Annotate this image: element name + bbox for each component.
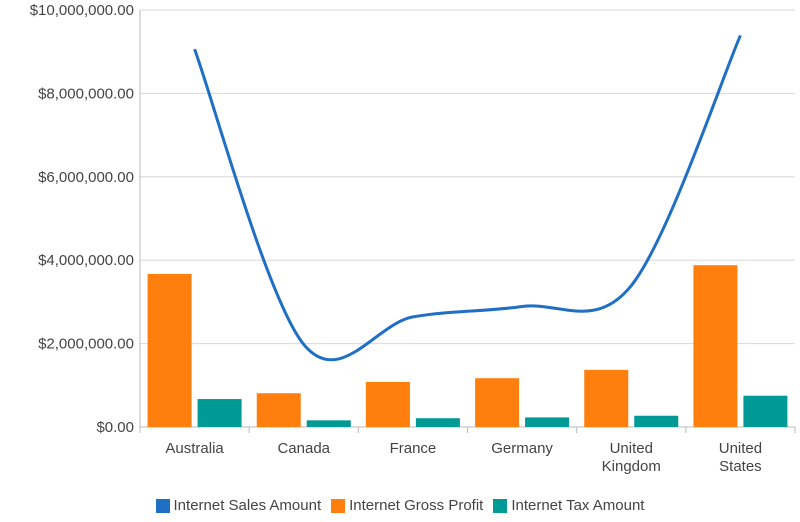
bar-internet-tax-amount: [743, 395, 788, 427]
x-tick-label-line: Canada: [277, 440, 330, 457]
bar-internet-tax-amount: [415, 418, 460, 427]
legend-item-profit[interactable]: Internet Gross Profit: [331, 497, 483, 514]
x-tick-label-line: France: [390, 440, 437, 457]
x-tick-label-line: Australia: [165, 440, 224, 457]
legend-swatch-sales: [155, 498, 170, 513]
x-tick-label: France: [390, 440, 437, 457]
bar-internet-tax-amount: [634, 415, 679, 427]
y-tick-label: $4,000,000.00: [38, 252, 134, 269]
chart: $0.00 $2,000,000.00 $4,000,000.00 $6,000,00…: [30, 2, 796, 475]
legend-item-tax[interactable]: Internet Tax Amount: [493, 497, 644, 514]
legend-label-profit: Internet Gross Profit: [349, 497, 484, 514]
x-tick-label: Canada: [277, 440, 330, 457]
bar-internet-tax-amount: [525, 417, 570, 427]
y-tick-label: $10,000,000.00: [30, 2, 134, 19]
bar-internet-gross-profit: [365, 381, 410, 427]
legend: Internet Sales Amount Internet Gross Pro…: [0, 497, 800, 514]
y-tick-label: $2,000,000.00: [38, 336, 134, 353]
legend-label-tax: Internet Tax Amount: [511, 497, 645, 514]
y-tick-label: $8,000,000.00: [38, 85, 134, 102]
x-tick-label-line: States: [719, 458, 762, 475]
legend-item-sales[interactable]: Internet Sales Amount: [155, 497, 322, 514]
bar-internet-gross-profit: [475, 378, 520, 427]
y-tick-label: $6,000,000.00: [38, 169, 134, 186]
legend-swatch-profit: [331, 498, 346, 513]
y-tick-label: $0.00: [96, 419, 134, 436]
x-tick-label: United States: [719, 440, 762, 475]
x-tick-label: Germany: [491, 440, 553, 457]
x-tick-label-line: United: [719, 440, 762, 457]
legend-label-sales: Internet Sales Amount: [173, 497, 322, 514]
bar-internet-gross-profit: [256, 393, 301, 427]
bar-internet-tax-amount: [197, 399, 242, 427]
x-tick-label: Australia: [165, 440, 224, 457]
line-internet-sales-amount: [193, 34, 742, 362]
x-tick-label: United Kingdom: [602, 440, 661, 475]
bar-internet-gross-profit: [584, 369, 629, 427]
x-tick-label-line: United: [610, 440, 653, 457]
x-tick-label-line: Germany: [491, 440, 553, 457]
legend-swatch-tax: [493, 498, 508, 513]
bar-internet-tax-amount: [306, 420, 351, 427]
x-tick-label-line: Kingdom: [602, 458, 661, 475]
bar-internet-gross-profit: [693, 265, 738, 427]
bar-internet-gross-profit: [147, 273, 192, 427]
